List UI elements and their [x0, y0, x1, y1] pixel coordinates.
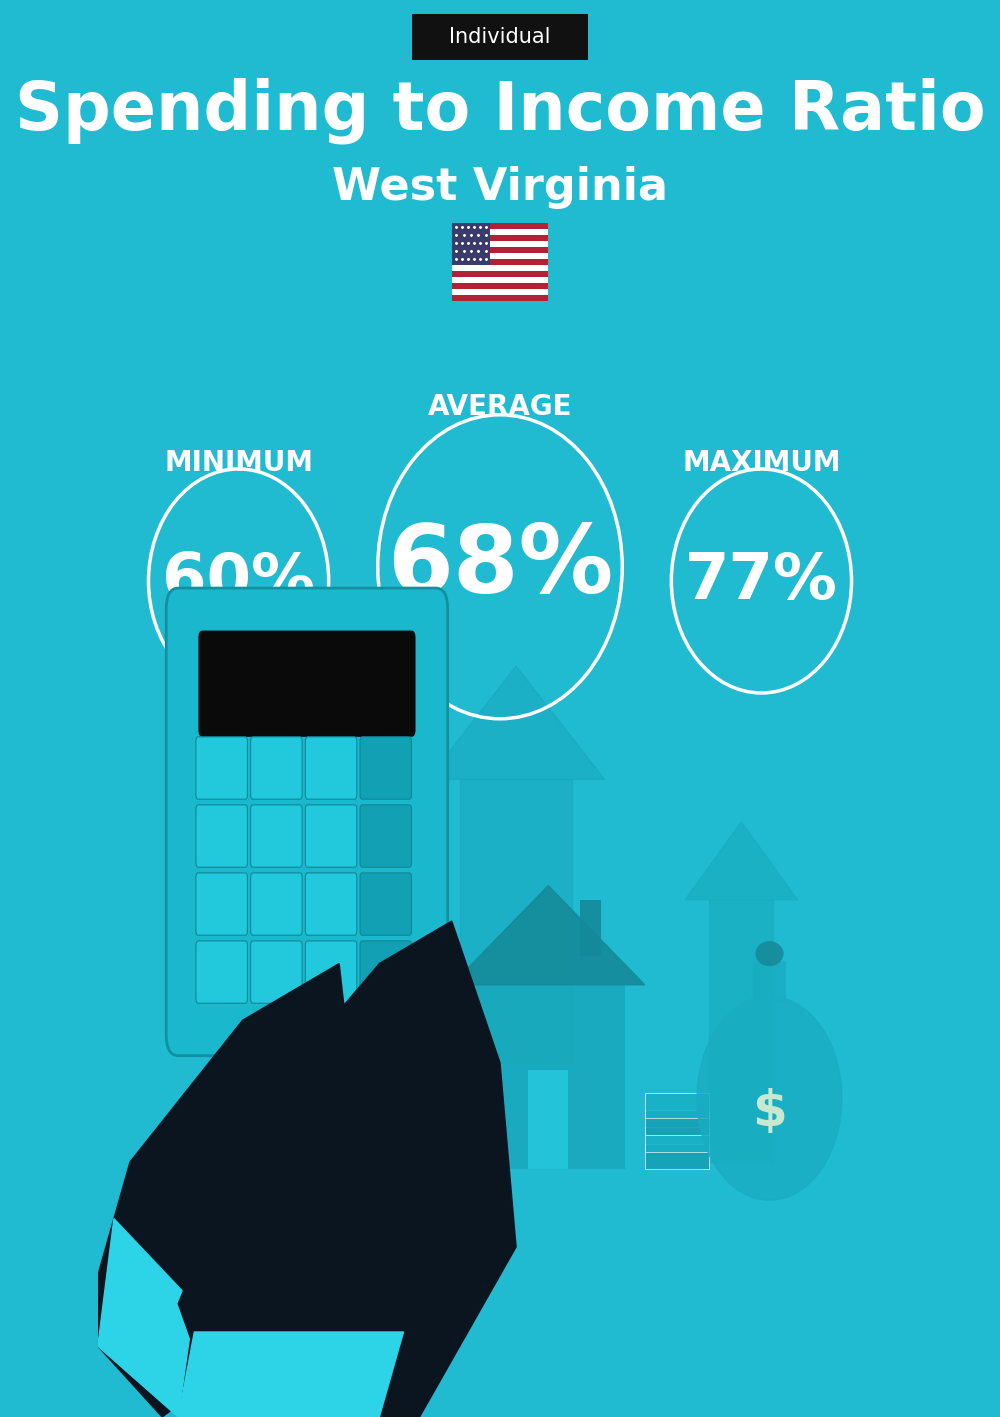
FancyBboxPatch shape — [305, 873, 357, 935]
Text: Spending to Income Ratio: Spending to Income Ratio — [15, 78, 985, 143]
Text: MINIMUM: MINIMUM — [164, 449, 313, 478]
FancyBboxPatch shape — [198, 631, 416, 737]
FancyBboxPatch shape — [452, 247, 548, 254]
FancyBboxPatch shape — [472, 985, 625, 1169]
Text: $: $ — [752, 1088, 787, 1136]
FancyBboxPatch shape — [412, 14, 588, 60]
FancyBboxPatch shape — [645, 1127, 709, 1152]
FancyBboxPatch shape — [166, 588, 448, 1056]
Polygon shape — [697, 996, 842, 1200]
FancyBboxPatch shape — [645, 1093, 709, 1118]
Text: 77%: 77% — [685, 550, 838, 612]
FancyBboxPatch shape — [360, 941, 412, 1003]
FancyBboxPatch shape — [196, 805, 247, 867]
FancyBboxPatch shape — [452, 222, 490, 265]
FancyBboxPatch shape — [251, 941, 302, 1003]
Polygon shape — [460, 779, 572, 1063]
Text: AVERAGE: AVERAGE — [428, 393, 572, 421]
FancyBboxPatch shape — [251, 873, 302, 935]
FancyBboxPatch shape — [528, 1070, 568, 1169]
Polygon shape — [98, 964, 355, 1417]
Polygon shape — [685, 822, 798, 900]
FancyBboxPatch shape — [196, 941, 247, 1003]
FancyBboxPatch shape — [452, 259, 548, 265]
Polygon shape — [98, 1219, 194, 1417]
Text: 68%: 68% — [387, 521, 613, 612]
FancyBboxPatch shape — [305, 941, 357, 1003]
FancyBboxPatch shape — [645, 1110, 709, 1135]
FancyBboxPatch shape — [251, 737, 302, 799]
FancyBboxPatch shape — [305, 805, 357, 867]
Polygon shape — [178, 1332, 403, 1417]
Text: West Virginia: West Virginia — [332, 166, 668, 208]
Polygon shape — [452, 886, 645, 985]
Polygon shape — [709, 900, 773, 1162]
Polygon shape — [428, 666, 605, 779]
FancyBboxPatch shape — [452, 283, 548, 289]
FancyBboxPatch shape — [305, 737, 357, 799]
FancyBboxPatch shape — [452, 271, 548, 278]
FancyBboxPatch shape — [251, 805, 302, 867]
Text: MAXIMUM: MAXIMUM — [682, 449, 841, 478]
FancyBboxPatch shape — [580, 900, 601, 956]
FancyBboxPatch shape — [645, 1144, 709, 1169]
FancyBboxPatch shape — [360, 805, 412, 867]
FancyBboxPatch shape — [452, 235, 548, 241]
FancyBboxPatch shape — [452, 222, 548, 302]
Ellipse shape — [755, 941, 784, 966]
Polygon shape — [403, 964, 452, 1049]
FancyBboxPatch shape — [196, 737, 247, 799]
FancyBboxPatch shape — [360, 737, 412, 799]
FancyBboxPatch shape — [753, 961, 786, 1003]
FancyBboxPatch shape — [452, 295, 548, 302]
Text: 60%: 60% — [162, 550, 315, 612]
Polygon shape — [178, 921, 516, 1417]
FancyBboxPatch shape — [452, 222, 548, 230]
Text: Individual: Individual — [449, 27, 551, 47]
FancyBboxPatch shape — [196, 873, 247, 935]
FancyBboxPatch shape — [360, 873, 412, 935]
